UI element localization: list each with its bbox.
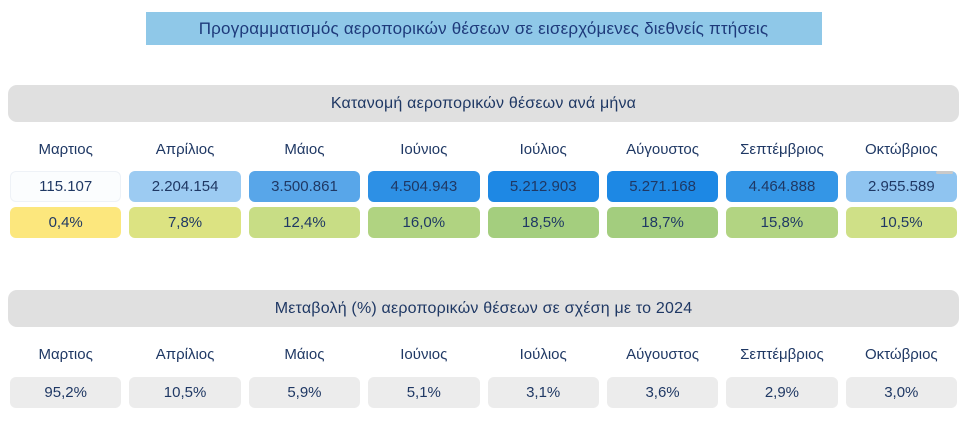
share-row: 0,4% 7,8% 12,4% 16,0% 18,5% 18,7% 15,8% …: [10, 207, 957, 238]
change-cell: 2,9%: [726, 377, 838, 408]
month-label-april: Απρίλιος: [155, 346, 215, 363]
seats-cell: 115.107: [10, 171, 122, 202]
change-cell: 3,0%: [845, 377, 957, 408]
month-label-august: Αύγουστος: [626, 346, 699, 363]
share-cell: 10,5%: [845, 207, 957, 238]
change-cell: 10,5%: [129, 377, 241, 408]
change-row: 95,2% 10,5% 5,9% 5,1% 3,1% 3,6% 2,9% 3,0…: [10, 377, 957, 408]
month-label-march: Μαρτιος: [38, 141, 93, 158]
month-label-may: Μάιος: [284, 346, 325, 363]
month-label-september: Σεπτέμβριος: [740, 141, 824, 158]
month-header-row-1: Μαρτιος Απρίλιος Μάιος Ιούνιος Ιούλιος Α…: [10, 139, 957, 161]
month-label-may: Μάιος: [284, 141, 325, 158]
seats-row: 115.107 2.204.154 3.500.861 4.504.943 5.…: [10, 171, 957, 202]
share-cell: 15,8%: [726, 207, 838, 238]
section-distribution-header: Κατανομή αεροπορικών θέσεων ανά μήνα: [8, 85, 959, 122]
change-cell: 5,1%: [368, 377, 480, 408]
dashboard: Προγραμματισμός αεροπορικών θέσεων σε ει…: [0, 12, 967, 408]
change-cell: 3,6%: [606, 377, 719, 408]
share-cell: 0,4%: [10, 207, 122, 238]
seats-cell: 4.504.943: [368, 171, 480, 202]
month-label-march: Μαρτιος: [38, 346, 93, 363]
month-label-july: Ιούλιος: [519, 141, 567, 158]
share-cell: 16,0%: [368, 207, 480, 238]
change-cell: 95,2%: [10, 377, 122, 408]
change-cell: 5,9%: [248, 377, 361, 408]
seats-cell: 5.271.168: [606, 171, 719, 202]
section-change-vs-2024: Μεταβολή (%) αεροπορικών θέσεων σε σχέση…: [0, 290, 967, 408]
change-cell: 3,1%: [487, 377, 599, 408]
month-label-june: Ιούνιος: [400, 346, 448, 363]
month-label-october: Οκτώβριος: [864, 141, 938, 158]
month-label-june: Ιούνιος: [400, 141, 448, 158]
horizontal-scrollbar-thumb[interactable]: [936, 171, 953, 174]
share-cell: 18,5%: [487, 207, 599, 238]
month-label-october: Οκτώβριος: [864, 346, 938, 363]
share-cell: 12,4%: [248, 207, 361, 238]
seats-cell: 5.212.903: [487, 171, 599, 202]
page-title: Προγραμματισμός αεροπορικών θέσεων σε ει…: [145, 12, 822, 45]
share-cell: 18,7%: [606, 207, 719, 238]
seats-cell: 4.464.888: [726, 171, 838, 202]
month-label-september: Σεπτέμβριος: [740, 346, 824, 363]
month-label-april: Απρίλιος: [155, 141, 215, 158]
month-label-july: Ιούλιος: [519, 346, 567, 363]
month-label-august: Αύγουστος: [626, 141, 699, 158]
seats-cell: 2.955.589: [845, 171, 957, 202]
share-cell: 7,8%: [129, 207, 241, 238]
section-monthly-distribution: Κατανομή αεροπορικών θέσεων ανά μήνα Μαρ…: [0, 85, 967, 238]
section-change-header: Μεταβολή (%) αεροπορικών θέσεων σε σχέση…: [8, 290, 959, 327]
seats-cell: 2.204.154: [129, 171, 241, 202]
month-header-row-2: Μαρτιος Απρίλιος Μάιος Ιούνιος Ιούλιος Α…: [10, 344, 957, 366]
seats-cell: 3.500.861: [248, 171, 361, 202]
